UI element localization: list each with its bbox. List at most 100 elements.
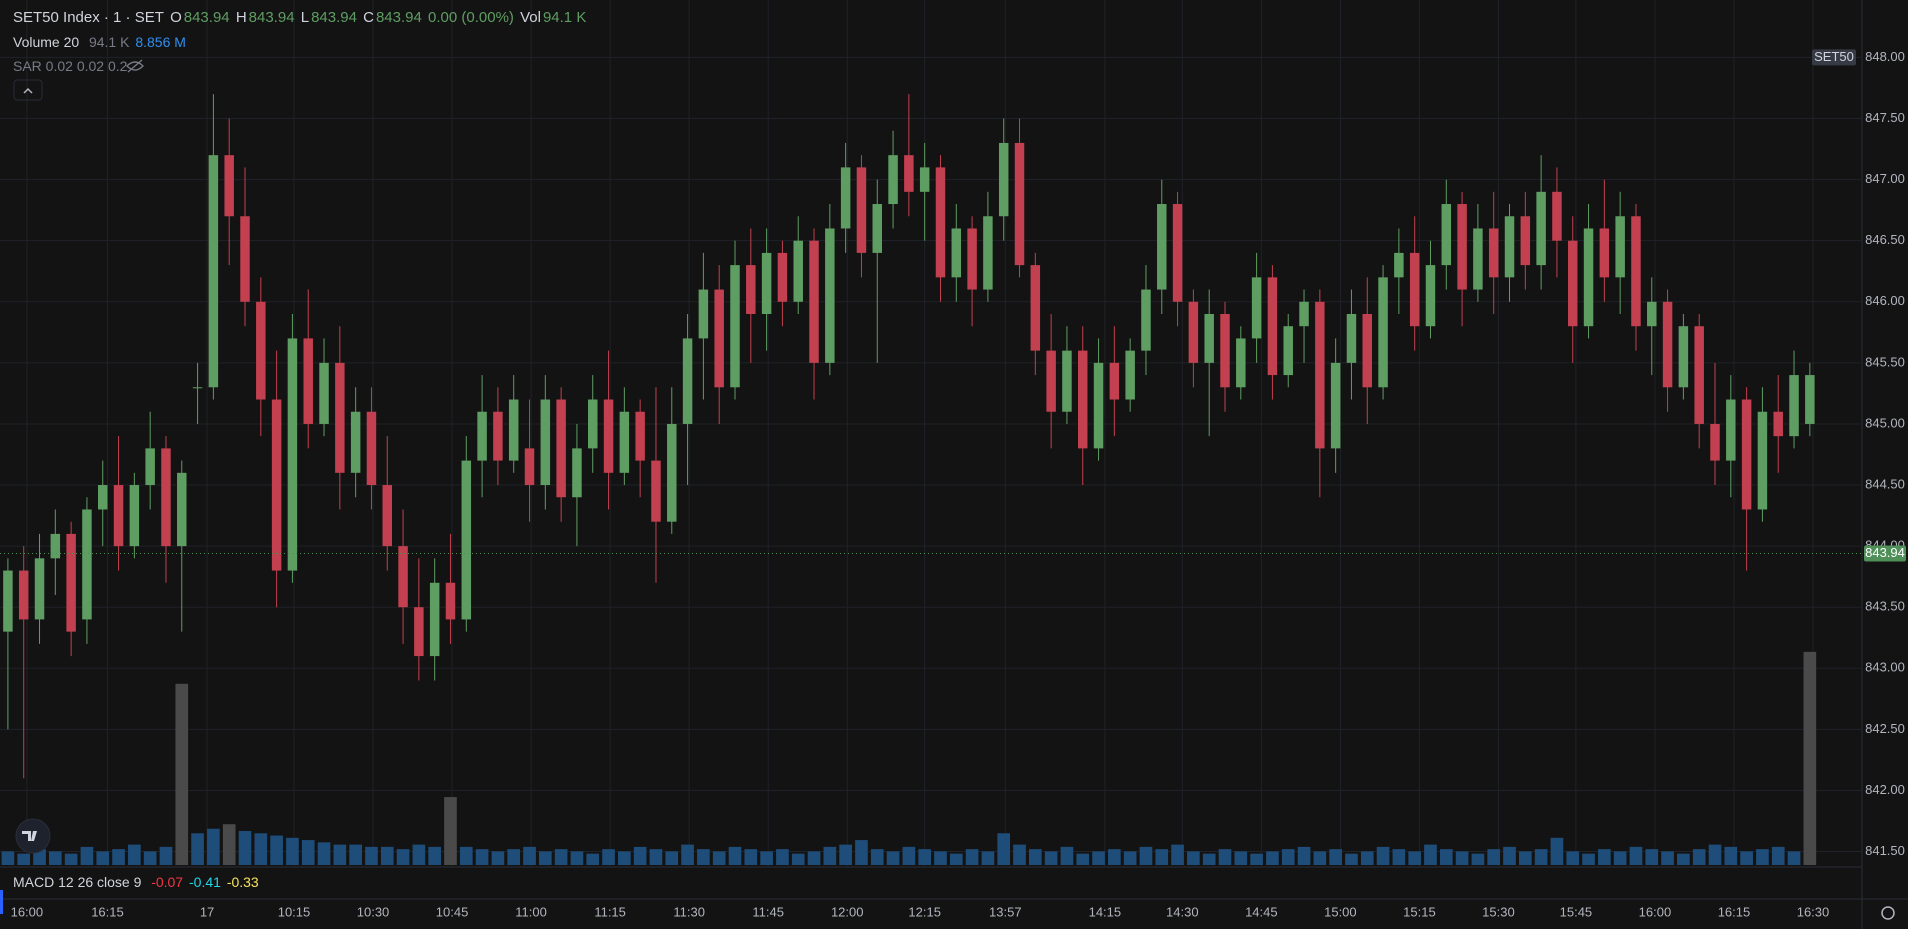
volume-bar: [602, 849, 615, 865]
volume-bar: [1471, 853, 1485, 865]
volume-bar: [333, 844, 347, 865]
volume-bar: [301, 840, 315, 865]
volume-bar: [965, 849, 979, 865]
candle-body: [1647, 301, 1657, 327]
candle-body: [319, 362, 329, 424]
candle-body: [1504, 216, 1515, 278]
x-tick-label: 10:15: [278, 904, 311, 919]
volume-bar: [1218, 849, 1232, 865]
ohlc-value: 843.94: [311, 9, 357, 26]
x-tick-label: 15:15: [1403, 904, 1436, 919]
volume-bar: [539, 851, 552, 865]
candle-body: [1093, 362, 1104, 449]
candle-body: [1330, 362, 1341, 449]
volume-bar: [1187, 851, 1200, 865]
volume-bar: [776, 849, 789, 865]
volume-bar: [222, 824, 236, 865]
volume-bar: [697, 849, 710, 865]
volume-bar: [855, 840, 868, 865]
settings-icon[interactable]: [1881, 906, 1895, 920]
candle-body: [1378, 277, 1388, 388]
y-tick-label: 843.00: [1865, 660, 1905, 675]
candle-body: [1062, 350, 1072, 412]
candle-body: [856, 167, 867, 253]
candle-body: [1014, 142, 1025, 266]
volume-bar: [507, 849, 521, 865]
candle-body: [256, 301, 266, 400]
candle-body: [888, 155, 898, 205]
volume-bar: [1661, 851, 1674, 865]
candle-body: [998, 142, 1009, 217]
candle-body: [1425, 265, 1436, 327]
volume-bar: [586, 853, 600, 865]
volume-bar: [570, 851, 584, 865]
volume-bar: [96, 851, 110, 865]
candle-body: [1441, 204, 1452, 266]
ohlc-label: O: [170, 9, 182, 26]
volume-bar: [791, 853, 805, 865]
candle-body: [1141, 289, 1151, 351]
volume-indicator[interactable]: Volume 20 94.1 K 8.856 M: [13, 34, 188, 50]
candle-body: [34, 558, 45, 620]
volume-bar: [143, 851, 157, 865]
volume-bar: [981, 851, 995, 865]
candle-body: [825, 228, 835, 363]
volume-bar: [1677, 853, 1690, 865]
sar-indicator[interactable]: SAR 0.02 0.02 0.2: [13, 58, 129, 74]
volume-bar: [934, 851, 947, 865]
volume-bar: [1060, 846, 1074, 865]
candle-body: [951, 228, 962, 278]
volume-layer: [1, 651, 1817, 865]
volume-bar: [1392, 849, 1406, 865]
candle-body: [1789, 375, 1799, 437]
candle-body: [1583, 228, 1594, 327]
volume-bar: [649, 849, 663, 865]
x-tick-label: 14:15: [1089, 904, 1122, 919]
candle-body: [793, 240, 803, 302]
volume-bar: [681, 844, 694, 865]
volume-bar: [633, 846, 647, 865]
volume-bar: [1266, 851, 1279, 865]
candle-body: [1662, 301, 1673, 388]
volume-bar: [270, 835, 283, 865]
collapse-button[interactable]: [13, 79, 43, 101]
indicator-value: -0.33: [226, 874, 259, 890]
volume-bar: [744, 849, 758, 865]
candle-body: [240, 216, 250, 302]
candle-body: [540, 399, 551, 486]
candle-body: [1678, 326, 1689, 388]
ohlc-label: H: [235, 9, 247, 26]
volume-bar: [159, 846, 173, 865]
candle-body: [477, 411, 487, 461]
hidden-eye-icon[interactable]: [126, 59, 144, 73]
candle-body: [208, 155, 219, 388]
volume-bar: [191, 833, 204, 865]
volume-bar: [1566, 851, 1580, 865]
indicator-name: MACD 12 26 close 9: [13, 874, 142, 890]
y-tick-label: 842.00: [1865, 782, 1905, 797]
volume-bar: [1598, 849, 1611, 865]
volume-bar: [1503, 846, 1516, 865]
x-tick-label: 15:00: [1324, 904, 1357, 919]
candle-body: [1299, 301, 1309, 327]
candle-body: [840, 167, 851, 229]
macd-indicator[interactable]: MACD 12 26 close 9 -0.07 -0.41 -0.33: [13, 874, 261, 890]
volume-bar: [128, 844, 141, 865]
vol-value: 94.1 K: [542, 9, 587, 26]
y-tick-label: 845.50: [1865, 354, 1905, 369]
candle-body: [1220, 313, 1230, 388]
volume-bar: [349, 844, 362, 865]
volume-bar: [1629, 846, 1643, 865]
volume-bar: [365, 846, 378, 865]
candle-body: [1805, 375, 1815, 424]
last-price-tag: [1864, 545, 1906, 562]
y-tick-label: 846.00: [1865, 293, 1905, 308]
volume-bar: [286, 837, 299, 865]
ohlc-value: 843.94: [183, 9, 230, 26]
candle-body: [177, 472, 187, 547]
pane-marker: [0, 890, 3, 914]
candle-body: [1204, 313, 1214, 363]
x-tick-label: 14:30: [1166, 904, 1199, 919]
y-tick-label: 847.50: [1865, 110, 1905, 125]
